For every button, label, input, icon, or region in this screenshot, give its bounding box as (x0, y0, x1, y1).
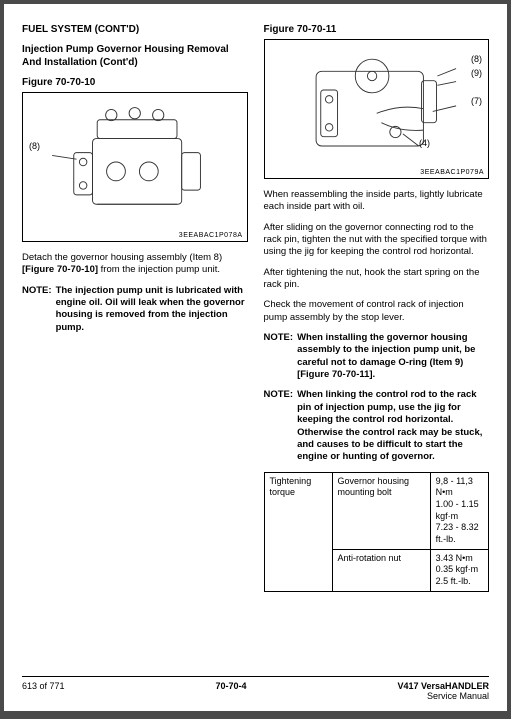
cell-anti-rotation-nut: Anti-rotation nut (332, 549, 430, 591)
callout-4: (4) (419, 138, 430, 148)
left-para-1: Detach the governor housing assembly (It… (22, 252, 248, 277)
callout-7: (7) (471, 96, 482, 106)
figure-70-70-11: (8) (9) (7) (4) 3EEABAC1P079A (264, 39, 490, 179)
right-note-1: NOTE: When installing the governor housi… (264, 332, 490, 381)
cell-governor-bolt-values: 9,8 - 11,3 N•m 1.00 - 1.15 kgf·m 7.23 - … (430, 472, 488, 549)
footer-page-of: 613 of 771 (22, 681, 65, 691)
cell-anti-rotation-values: 3.43 N•m 0.35 kgf·m 2.5 ft.-lb. (430, 549, 488, 591)
page: FUEL SYSTEM (CONT'D) Injection Pump Gove… (4, 4, 507, 711)
callout-8: (8) (29, 141, 40, 151)
callout-9: (9) (471, 68, 482, 78)
figure-code-right: 3EEABAC1P079A (420, 169, 484, 176)
left-note-1: NOTE: The injection pump unit is lubrica… (22, 285, 248, 334)
right-para-3: After tightening the nut, hook the start… (264, 267, 490, 292)
subsection-heading: Injection Pump Governor Housing Removal … (22, 43, 248, 69)
right-note-2: NOTE: When linking the control rod to th… (264, 389, 490, 463)
two-column-layout: FUEL SYSTEM (CONT'D) Injection Pump Gove… (22, 24, 489, 592)
footer-right: V417 VersaHANDLER Service Manual (397, 681, 489, 701)
cell-governor-bolt: Governor housing mounting bolt (332, 472, 430, 549)
left-column: FUEL SYSTEM (CONT'D) Injection Pump Gove… (22, 24, 248, 592)
note-label: NOTE: (264, 389, 298, 463)
footer-model: V417 VersaHANDLER (397, 681, 489, 691)
right-para-2: After sliding on the governor connecting… (264, 222, 490, 259)
torque-table: Tightening torque Governor housing mount… (264, 472, 490, 592)
cell-tightening-torque: Tightening torque (264, 472, 332, 591)
right-column: Figure 70-70-11 (264, 24, 490, 592)
figure-code-left: 3EEABAC1P078A (179, 232, 243, 239)
figure-label-left: Figure 70-70-10 (22, 77, 248, 88)
text: from the injection pump unit. (98, 264, 220, 275)
footer-manual: Service Manual (427, 691, 489, 701)
section-heading: FUEL SYSTEM (CONT'D) (22, 24, 248, 35)
note-label: NOTE: (264, 332, 298, 381)
footer-page-number: 70-70-4 (215, 681, 246, 691)
note-body: The injection pump unit is lubricated wi… (56, 285, 248, 334)
note-label: NOTE: (22, 285, 56, 334)
pump-schematic-right (273, 48, 481, 160)
table-row: Tightening torque Governor housing mount… (264, 472, 489, 549)
right-para-4: Check the movement of control rack of in… (264, 299, 490, 324)
callout-8: (8) (471, 54, 482, 64)
text: Detach the governor housing assembly (It… (22, 252, 222, 263)
page-footer: 613 of 771 70-70-4 V417 VersaHANDLER Ser… (22, 676, 489, 701)
pump-schematic-left (31, 101, 239, 223)
note-body: When installing the governor housing ass… (297, 332, 489, 381)
right-para-1: When reassembling the inside parts, ligh… (264, 189, 490, 214)
figure-70-70-10: (8) 3EEABAC1P078A (22, 92, 248, 242)
figure-label-right: Figure 70-70-11 (264, 24, 490, 35)
note-body: When linking the control rod to the rack… (297, 389, 489, 463)
figure-ref: [Figure 70-70-10] (22, 264, 98, 275)
